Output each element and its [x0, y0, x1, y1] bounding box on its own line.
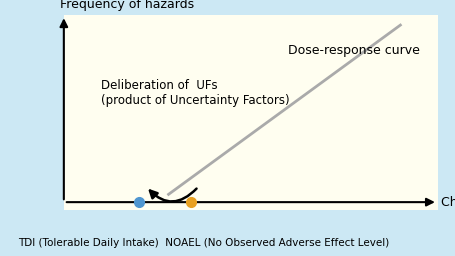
- Text: Frequency of hazards: Frequency of hazards: [60, 0, 194, 12]
- Text: Dose-response curve: Dose-response curve: [288, 44, 419, 57]
- Text: Chemical exposure: Chemical exposure: [440, 196, 455, 209]
- Text: TDI (Tolerable Daily Intake)  NOAEL (No Observed Adverse Effect Level): TDI (Tolerable Daily Intake) NOAEL (No O…: [18, 238, 389, 248]
- Text: Deliberation of  UFs
(product of Uncertainty Factors): Deliberation of UFs (product of Uncertai…: [101, 79, 289, 107]
